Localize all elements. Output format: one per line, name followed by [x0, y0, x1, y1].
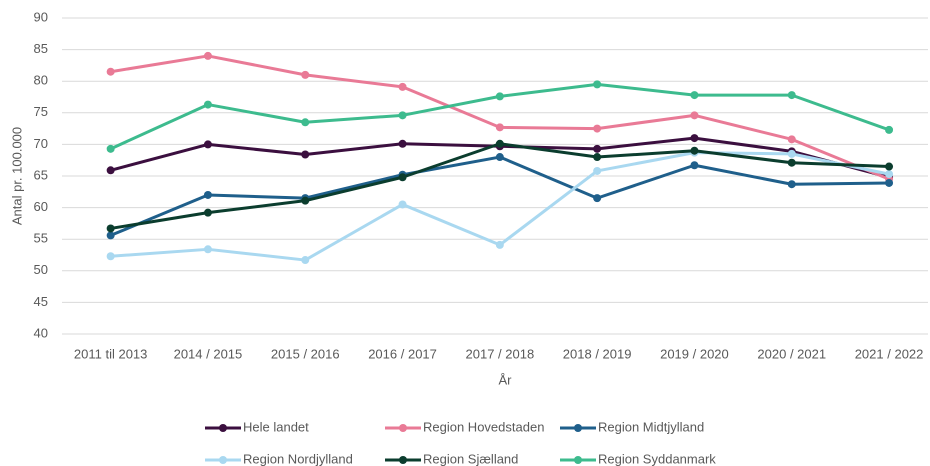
data-point [301, 118, 310, 127]
data-point [495, 139, 504, 148]
y-tick-label: 45 [34, 294, 48, 309]
legend-marker [399, 456, 407, 464]
data-point [203, 245, 212, 254]
y-tick-label: 40 [34, 325, 48, 340]
data-point [106, 166, 115, 175]
data-point [106, 224, 115, 233]
data-point [301, 256, 310, 265]
legend-label: Region Syddanmark [598, 451, 716, 466]
data-point [495, 92, 504, 101]
legend-label: Region Sjælland [423, 451, 518, 466]
data-point [593, 153, 602, 162]
data-point [301, 70, 310, 79]
data-point [203, 51, 212, 60]
legend-marker [399, 424, 407, 432]
legend-marker [219, 456, 227, 464]
y-tick-label: 65 [34, 167, 48, 182]
data-point [203, 140, 212, 149]
data-point [593, 80, 602, 89]
legend-label: Region Midtjylland [598, 419, 704, 434]
x-tick-label: 2021 / 2022 [855, 346, 924, 361]
y-tick-label: 75 [34, 104, 48, 119]
data-point [593, 144, 602, 153]
data-point [203, 208, 212, 217]
data-point [495, 153, 504, 162]
x-tick-label: 2017 / 2018 [466, 346, 535, 361]
y-axis-title: Antal pr. 100.000 [9, 127, 24, 225]
data-point [301, 196, 310, 205]
x-tick-label: 2018 / 2019 [563, 346, 632, 361]
data-point [398, 111, 407, 120]
data-point [398, 139, 407, 148]
legend-marker [219, 424, 227, 432]
data-point [495, 240, 504, 249]
data-point [301, 150, 310, 159]
data-point [885, 125, 894, 134]
data-point [787, 149, 796, 158]
x-tick-label: 2014 / 2015 [174, 346, 243, 361]
y-tick-label: 90 [34, 9, 48, 24]
legend-label: Region Hovedstaden [423, 419, 544, 434]
data-point [398, 200, 407, 209]
data-point [787, 180, 796, 189]
x-tick-label: 2011 til 2013 [74, 346, 148, 361]
data-point [593, 166, 602, 175]
data-point [106, 144, 115, 153]
legend-label: Hele landet [243, 419, 309, 434]
y-tick-label: 60 [34, 199, 48, 214]
data-point [398, 173, 407, 182]
data-point [203, 100, 212, 109]
data-point [690, 146, 699, 155]
data-point [495, 123, 504, 132]
y-tick-label: 50 [34, 262, 48, 277]
data-point [690, 111, 699, 120]
x-tick-label: 2019 / 2020 [660, 346, 729, 361]
data-point [106, 252, 115, 261]
y-tick-label: 80 [34, 73, 48, 88]
x-tick-label: 2016 / 2017 [368, 346, 437, 361]
y-tick-label: 55 [34, 231, 48, 246]
data-point [106, 231, 115, 240]
x-tick-label: 2015 / 2016 [271, 346, 340, 361]
x-axis-title: År [499, 372, 513, 387]
legend-label: Region Nordjylland [243, 451, 353, 466]
series-line [110, 155, 890, 237]
data-point [885, 178, 894, 187]
data-point [106, 67, 115, 76]
data-point [787, 91, 796, 100]
legend-marker [574, 424, 582, 432]
y-tick-label: 70 [34, 136, 48, 151]
data-point [593, 194, 602, 203]
data-point [787, 158, 796, 167]
y-tick-label: 85 [34, 41, 48, 56]
x-tick-label: 2020 / 2021 [757, 346, 826, 361]
data-point [787, 135, 796, 144]
data-point [203, 190, 212, 199]
data-point [690, 134, 699, 143]
data-point [885, 170, 894, 179]
data-point [885, 162, 894, 171]
data-point [690, 91, 699, 100]
data-point [398, 82, 407, 91]
data-point [593, 124, 602, 133]
data-point [690, 161, 699, 170]
legend-marker [574, 456, 582, 464]
